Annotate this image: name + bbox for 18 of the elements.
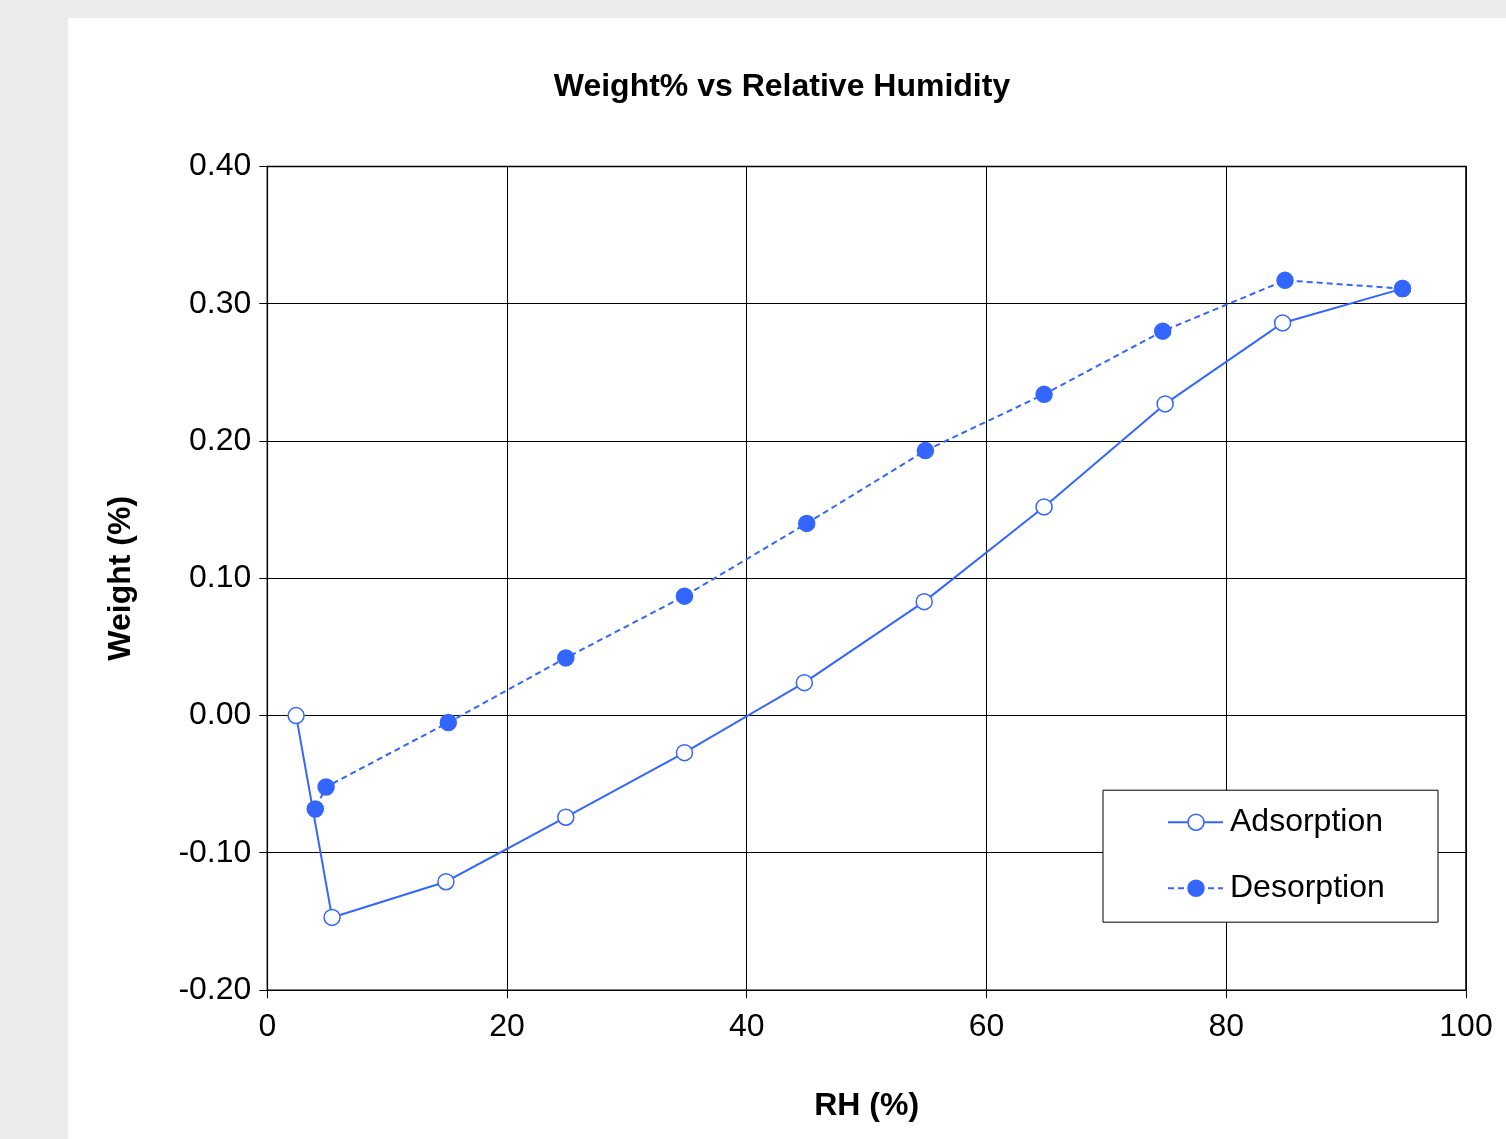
- chart-title: Weight% vs Relative Humidity: [553, 67, 1011, 104]
- x-axis-title: RH (%): [814, 1085, 920, 1122]
- y-tick-label: 0.40: [189, 146, 252, 183]
- legend-label: Adsorption: [1230, 802, 1383, 839]
- y-axis-title: Weight (%): [101, 495, 138, 661]
- y-tick-label: -0.20: [178, 970, 252, 1007]
- y-tick-label: -0.10: [178, 832, 252, 869]
- x-tick-label: 40: [729, 1007, 765, 1044]
- legend-label: Desorption: [1230, 868, 1385, 905]
- x-tick-label: 0: [258, 1007, 277, 1044]
- x-tick-label: 60: [968, 1007, 1005, 1044]
- x-tick-label: 20: [489, 1007, 525, 1044]
- x-tick-label: 100: [1439, 1007, 1493, 1044]
- y-tick-label: 0.30: [189, 283, 252, 320]
- y-tick-label: 0.20: [189, 420, 252, 457]
- x-tick-label: 80: [1208, 1007, 1245, 1044]
- y-tick-label: 0.10: [189, 558, 252, 595]
- y-tick-label: 0.00: [189, 695, 252, 732]
